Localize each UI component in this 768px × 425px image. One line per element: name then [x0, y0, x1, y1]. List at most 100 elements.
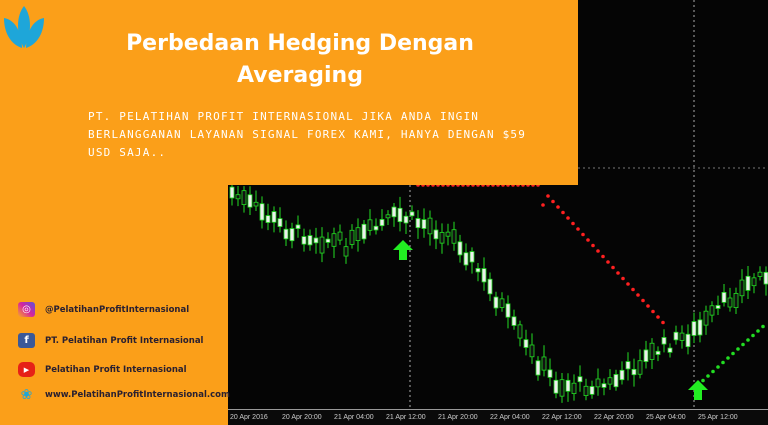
candle: [709, 305, 715, 316]
candle: [715, 305, 721, 309]
candle: [685, 333, 691, 348]
stop-dot: [586, 238, 590, 242]
stop-dot: [541, 203, 545, 207]
x-tick-label: 22 Apr 04:00: [490, 414, 530, 421]
facebook-label: PT. Pelatihan Profit Internasional: [45, 335, 204, 346]
stop-dot: [596, 249, 600, 253]
stop-dot: [641, 298, 645, 303]
candle: [673, 331, 679, 341]
candle: [313, 237, 319, 244]
candle: [625, 361, 631, 370]
candle: [427, 217, 433, 235]
social-website[interactable]: ❀ www.PelatihanProfitInternasional.com: [18, 386, 230, 403]
candle: [541, 356, 547, 371]
candle: [481, 268, 487, 283]
candle: [403, 215, 409, 224]
candle: [637, 360, 643, 375]
candle: [601, 383, 607, 388]
candle: [433, 229, 439, 240]
candle: [229, 186, 235, 199]
buy-arrow-icon: [688, 380, 708, 400]
candle: [475, 268, 481, 273]
candle: [439, 232, 445, 244]
candle: [667, 347, 673, 353]
candle: [295, 224, 301, 229]
candle: [271, 211, 277, 223]
page-title: Perbedaan Hedging Dengan Averaging: [126, 31, 474, 88]
candle: [337, 231, 343, 241]
stop-dot: [546, 194, 550, 198]
candle: [361, 223, 367, 240]
candle: [757, 271, 763, 277]
website-label: www.PelatihanProfitInternasional.com: [45, 389, 230, 400]
stop-dot: [601, 254, 605, 259]
trail-dot: [741, 342, 745, 347]
x-tick-label: 25 Apr 04:00: [646, 414, 686, 421]
x-tick-label: 21 Apr 20:00: [438, 414, 478, 421]
candle: [409, 211, 415, 217]
stop-dot: [611, 265, 615, 270]
candle: [331, 233, 337, 247]
candle: [547, 369, 553, 378]
stop-dot: [636, 293, 640, 297]
candle: [397, 207, 403, 223]
x-tick-label: 20 Apr 2016: [230, 414, 268, 421]
candle: [517, 324, 523, 339]
candle: [343, 246, 349, 257]
candle: [763, 271, 768, 285]
candle: [283, 228, 289, 240]
trail-dot: [736, 347, 740, 351]
instagram-label: @PelatihanProfitInternasional: [45, 304, 190, 315]
candle: [259, 203, 265, 221]
candle: [247, 194, 253, 208]
candle: [655, 350, 661, 355]
x-tick-label: 25 Apr 12:00: [698, 414, 738, 421]
stop-dot: [661, 320, 665, 325]
trail-dot: [721, 360, 725, 365]
buy-arrow-icon: [393, 240, 413, 260]
stop-dot: [616, 271, 620, 275]
candle: [727, 297, 733, 308]
candle: [289, 228, 295, 242]
trail-dot: [746, 338, 750, 342]
candle: [307, 235, 313, 246]
social-facebook[interactable]: f PT. Pelatihan Profit Internasional: [18, 333, 203, 348]
candle: [751, 277, 757, 287]
stop-dot: [646, 304, 650, 308]
candle: [523, 339, 529, 348]
candle: [589, 386, 595, 395]
stop-dot: [656, 315, 660, 319]
candle: [499, 298, 505, 308]
stop-dot: [581, 232, 585, 237]
candle: [739, 279, 745, 297]
lotus-icon: ❀: [20, 386, 33, 403]
candle: [607, 377, 613, 385]
candle: [451, 229, 457, 244]
social-instagram[interactable]: ◎ @PelatihanProfitInternasional: [18, 302, 189, 317]
lotus-logo-icon: [4, 6, 44, 48]
social-youtube[interactable]: ▶ Pelatihan Profit Internasional: [18, 362, 187, 377]
candle: [469, 251, 475, 263]
candle: [571, 382, 577, 394]
candle: [661, 337, 667, 345]
candle: [511, 316, 517, 326]
candle: [529, 344, 535, 358]
candle: [619, 369, 625, 381]
candle: [325, 238, 331, 243]
stop-dot: [606, 260, 610, 264]
candle: [241, 190, 247, 206]
candle: [691, 321, 697, 336]
candle: [415, 218, 421, 229]
facebook-icon: f: [18, 333, 35, 348]
candle: [679, 332, 685, 341]
instagram-icon: ◎: [18, 302, 35, 317]
candle: [493, 296, 499, 309]
candle: [697, 319, 703, 336]
candle: [349, 229, 355, 245]
stop-dot: [591, 243, 595, 248]
candle: [733, 293, 739, 309]
candle: [391, 206, 397, 218]
candle: [379, 219, 385, 227]
candle: [463, 252, 469, 266]
stop-dot: [631, 287, 635, 292]
